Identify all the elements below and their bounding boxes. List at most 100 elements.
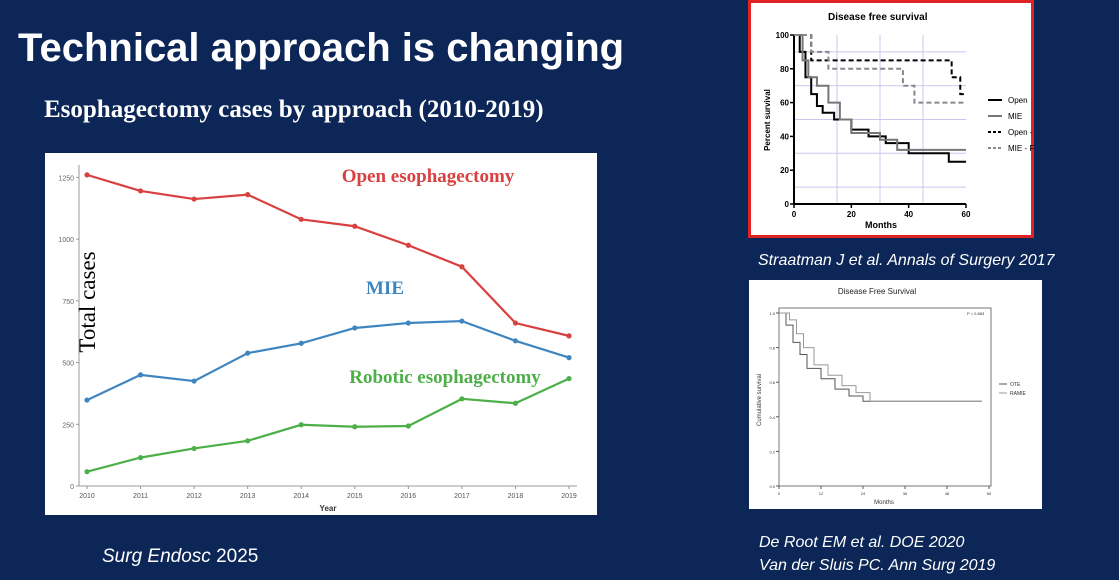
data-point <box>566 333 572 339</box>
survival-curve <box>794 34 966 104</box>
x-tick-label: 2013 <box>240 493 256 500</box>
y-tick-label: 20 <box>780 166 789 175</box>
x-tick-label: 2011 <box>133 493 148 500</box>
data-point <box>405 320 411 326</box>
y-tick-label: 0 <box>70 484 74 491</box>
y-tick-label: 500 <box>62 361 74 368</box>
data-point <box>566 375 572 382</box>
deroot-dfs-chart: 0.0 0.2 0.4 0.6 0.8 1.0 0 12 24 36 48 60 Months Cumul… <box>749 280 1042 509</box>
data-point <box>566 355 572 361</box>
survival-curve <box>779 312 982 402</box>
data-point <box>405 423 411 429</box>
y-tick-label: 750 <box>62 299 74 306</box>
source-journal: Surg Endosc <box>102 546 211 567</box>
data-point <box>298 340 304 346</box>
legend-label: Open <box>1008 96 1028 105</box>
data-point <box>191 445 197 452</box>
y-tick-label: 0 <box>785 200 790 209</box>
y-tick-label: 1.0 <box>769 311 775 316</box>
chart-title: Disease free survival <box>828 12 928 23</box>
data-point <box>512 320 519 326</box>
plot-frame <box>778 307 992 487</box>
data-point <box>459 318 465 324</box>
data-point <box>352 223 358 229</box>
y-tick-label: 0.2 <box>769 449 775 454</box>
x-tick-label: 2014 <box>293 493 309 500</box>
data-point <box>137 188 144 194</box>
x-tick-label: 2016 <box>401 493 417 500</box>
x-tick-label: 2017 <box>454 493 470 500</box>
citation-vandersluis: Van der Sluis PC. Ann Surg 2019 <box>759 557 996 574</box>
x-tick-label: 2019 <box>561 493 577 500</box>
data-point <box>137 372 144 378</box>
data-point <box>405 242 411 248</box>
citation-straatman: Straatman J et al. Annals of Surgery 201… <box>758 252 1055 269</box>
x-tick-label: 36 <box>903 491 908 496</box>
x-tick-label: 40 <box>904 210 913 219</box>
slide-subtitle: Esophagectomy cases by approach (2010-20… <box>44 96 544 123</box>
x-tick-label: 60 <box>962 210 971 219</box>
legend-label: OTE <box>1010 382 1021 388</box>
series-label: Open esophagectomy <box>342 166 515 187</box>
data-point <box>352 325 358 331</box>
legend-label: RAMIE <box>1010 391 1027 397</box>
slide-title: Technical approach is changing <box>18 26 625 70</box>
data-point <box>191 196 197 202</box>
data-point <box>84 469 90 475</box>
x-tick-label: 2018 <box>508 493 524 500</box>
data-point <box>459 264 465 270</box>
data-point <box>298 422 304 428</box>
data-point <box>245 350 251 356</box>
x-axis-title: Months <box>865 220 897 230</box>
x-tick-label: 60 <box>987 491 992 496</box>
x-tick-label: 2015 <box>347 493 363 500</box>
x-tick-label: 0 <box>778 491 781 496</box>
source-year: 2025 <box>216 546 259 567</box>
legend-label: Open - FR <box>1008 128 1034 137</box>
x-tick-label: 48 <box>945 491 950 496</box>
main-cases-chart: 0 250 500 750 1000 1250 2010 2011 2012 2013 2014 20… <box>45 153 597 515</box>
data-point <box>459 396 465 402</box>
survival-curve <box>779 312 982 402</box>
legend-label: MIE <box>1008 112 1022 121</box>
straatman-dfs-chart: 0 20 40 60 80 100 0 20 40 60 Months Percent surviva… <box>748 0 1034 238</box>
series-line <box>86 173 570 337</box>
y-tick-label: 40 <box>780 132 789 141</box>
main-chart-svg: 0 250 500 750 1000 1250 2010 2011 2012 2013 2014 20… <box>58 165 577 513</box>
y-tick-label: 0.0 <box>769 484 775 489</box>
x-tick-label: 2012 <box>186 493 202 500</box>
data-point <box>191 378 197 384</box>
y-tick-label: 100 <box>776 31 790 40</box>
data-point <box>245 192 251 198</box>
survival-curve <box>794 34 966 151</box>
y-tick-label: 0.4 <box>769 415 775 420</box>
data-point <box>352 424 358 430</box>
x-tick-label: 2010 <box>79 493 95 500</box>
y-axis-title: Percent survival <box>763 89 772 151</box>
y-axis-title: Total cases <box>75 251 100 352</box>
citation-deroot: De Root EM et al. DOE 2020 <box>759 534 965 551</box>
y-tick-label: 1000 <box>58 237 74 244</box>
series-label: Robotic esophagectomy <box>349 367 541 388</box>
y-tick-label: 1250 <box>58 175 74 182</box>
data-point <box>84 397 90 403</box>
y-tick-label: 250 <box>62 422 74 429</box>
y-tick-label: 60 <box>780 99 789 108</box>
series-line <box>86 377 570 473</box>
x-tick-label: 20 <box>847 210 856 219</box>
x-tick-label: 0 <box>792 210 797 219</box>
series-label: MIE <box>366 278 404 299</box>
x-axis-title: Months <box>874 500 894 506</box>
data-point <box>245 438 251 444</box>
chart-title: Disease Free Survival <box>838 287 916 296</box>
deroot-chart-svg: 0.0 0.2 0.4 0.6 0.8 1.0 0 12 24 36 48 60 Months Cumul… <box>757 287 1027 506</box>
y-tick-label: 0.8 <box>769 346 775 351</box>
data-point <box>512 400 519 406</box>
series-line <box>86 319 570 402</box>
survival-curve <box>794 34 966 163</box>
data-point <box>84 172 90 178</box>
p-value: P = 0.883 <box>967 311 985 316</box>
source-main: Surg Endosc 2025 <box>102 546 258 568</box>
x-tick-label: 24 <box>861 491 866 496</box>
x-axis-title: Year <box>320 504 337 513</box>
